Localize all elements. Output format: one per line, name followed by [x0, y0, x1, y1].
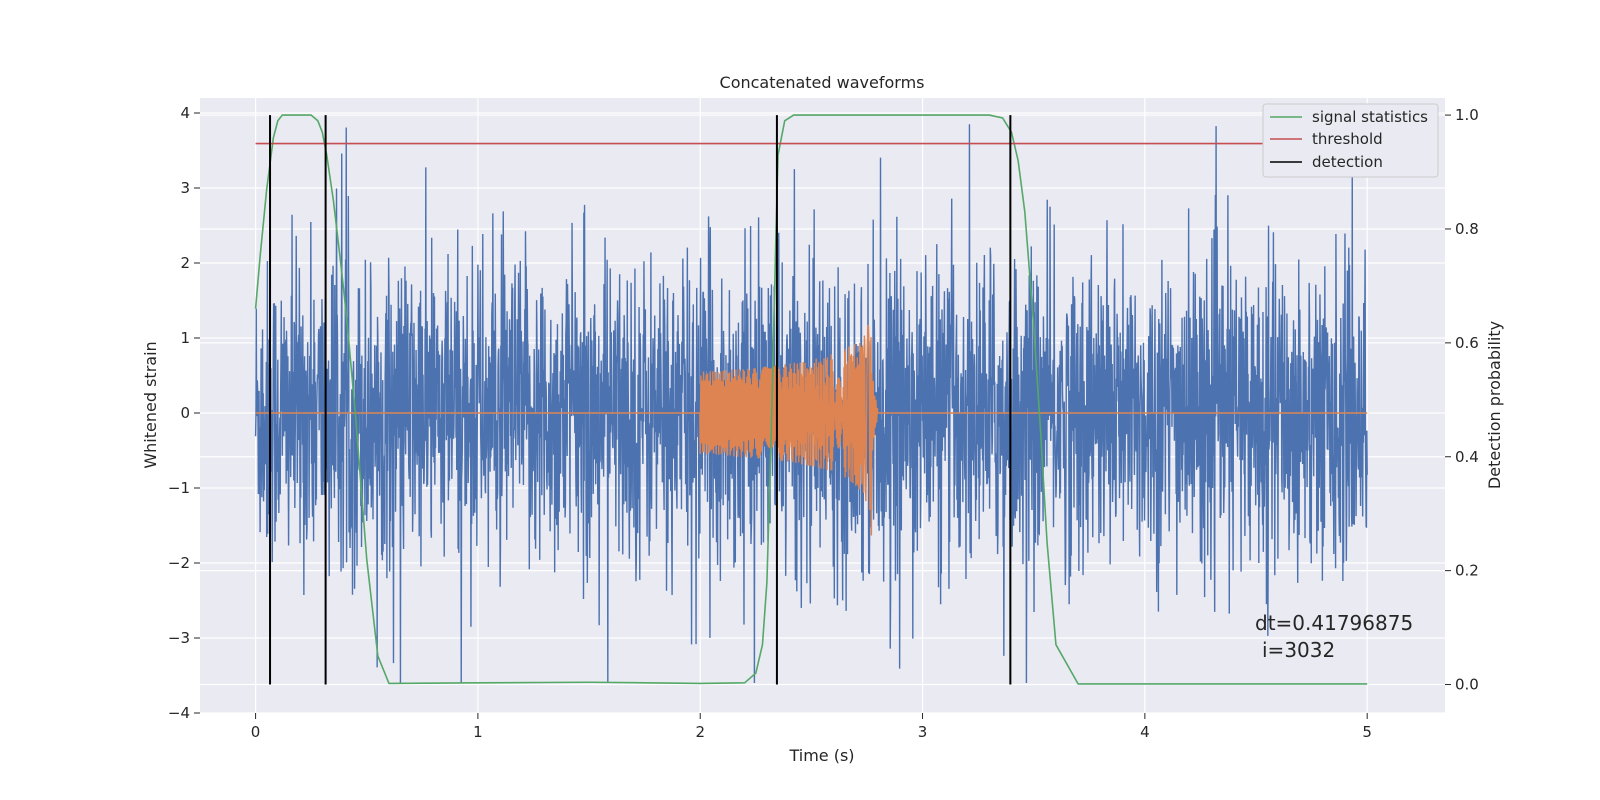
legend-box	[1262, 103, 1439, 178]
legend-label-detection: detection	[1312, 153, 1383, 171]
y-tick-label-left: −4	[168, 704, 190, 722]
y-axis-label-right: Detection probability	[1485, 321, 1504, 489]
y-tick-label-right: 0.8	[1455, 220, 1479, 238]
annotation-i: i=3032	[1262, 638, 1335, 662]
x-tick-label: 0	[251, 723, 261, 741]
y-tick-label-left: −2	[168, 554, 190, 572]
y-tick-label-left: −3	[168, 629, 190, 647]
y-tick-label-left: 4	[180, 104, 190, 122]
chirp-series-line	[255, 324, 1368, 536]
x-tick-label: 2	[695, 723, 705, 741]
legend-label-threshold: threshold	[1312, 130, 1383, 148]
legend: signal statistics threshold detection	[1262, 103, 1439, 178]
legend-label-signal-statistics: signal statistics	[1312, 108, 1428, 126]
annotation-dt: dt=0.41796875	[1255, 611, 1413, 635]
y-tick-label-left: 0	[180, 404, 190, 422]
chart-title: Concatenated waveforms	[720, 73, 925, 92]
axes: 0 1 2 3 4 5 −4 −3 −2 −1 0 1 2 3 4 0.0 0.2 0.4 0.6 0.8 1.0	[168, 104, 1479, 741]
y-tick-label-right: 0.2	[1455, 562, 1479, 580]
x-tick-label: 4	[1140, 723, 1150, 741]
y-tick-label-right: 0.6	[1455, 334, 1479, 352]
x-axis-label: Time (s)	[788, 746, 854, 765]
y-tick-label-right: 0.0	[1455, 676, 1479, 694]
x-tick-label: 1	[473, 723, 483, 741]
y-tick-label-left: 1	[180, 329, 190, 347]
y-tick-label-right: 0.4	[1455, 448, 1479, 466]
plot-series	[254, 114, 1368, 685]
x-tick-label: 3	[918, 723, 928, 741]
y-tick-label-right: 1.0	[1455, 106, 1479, 124]
signal-statistics-line	[254, 114, 1368, 685]
y-tick-label-left: −1	[168, 479, 190, 497]
strain-series-line	[254, 124, 1368, 684]
x-tick-label: 5	[1362, 723, 1372, 741]
y-axis-label-left: Whitened strain	[141, 341, 160, 468]
y-tick-label-left: 2	[180, 254, 190, 272]
y-tick-label-left: 3	[180, 179, 190, 197]
